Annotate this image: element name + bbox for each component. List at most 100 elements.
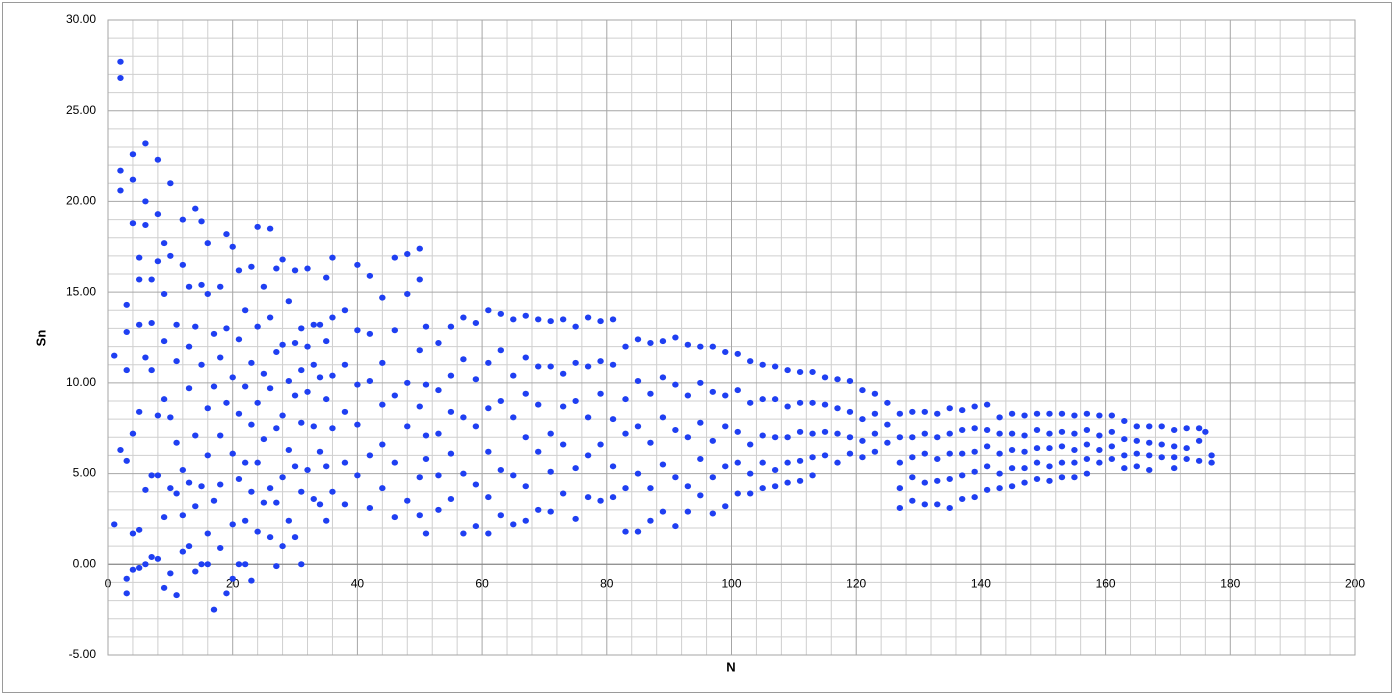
point bbox=[584, 414, 592, 421]
point bbox=[304, 466, 311, 473]
point bbox=[597, 497, 604, 504]
point bbox=[709, 437, 716, 444]
point bbox=[884, 421, 891, 428]
point bbox=[291, 267, 299, 274]
point bbox=[934, 410, 941, 417]
point bbox=[1071, 446, 1078, 453]
x-tick-label: 120 bbox=[846, 576, 866, 590]
point bbox=[291, 463, 299, 470]
point bbox=[934, 434, 941, 441]
point bbox=[796, 477, 804, 484]
y-tick-label: 5.00 bbox=[73, 466, 97, 480]
point bbox=[958, 450, 966, 457]
point bbox=[323, 463, 330, 470]
point bbox=[609, 361, 617, 368]
point bbox=[547, 430, 554, 437]
point bbox=[896, 434, 904, 441]
point bbox=[559, 316, 567, 323]
point bbox=[298, 325, 305, 332]
point bbox=[167, 485, 174, 492]
point bbox=[1183, 456, 1190, 463]
point bbox=[198, 483, 205, 490]
point bbox=[241, 383, 249, 390]
point bbox=[709, 474, 716, 481]
point bbox=[185, 479, 193, 486]
point bbox=[329, 425, 336, 432]
point bbox=[379, 441, 386, 448]
point bbox=[535, 448, 542, 455]
point bbox=[142, 486, 149, 493]
point bbox=[179, 512, 187, 519]
point bbox=[341, 408, 349, 415]
point bbox=[204, 240, 211, 247]
point bbox=[416, 276, 423, 283]
point bbox=[672, 381, 679, 388]
point bbox=[609, 463, 617, 470]
point bbox=[148, 276, 155, 283]
point bbox=[547, 508, 554, 515]
point bbox=[722, 503, 729, 510]
point bbox=[672, 523, 679, 530]
point bbox=[1121, 436, 1128, 443]
x-tick-label: 160 bbox=[1096, 576, 1116, 590]
point bbox=[241, 517, 249, 524]
point bbox=[129, 176, 137, 183]
point bbox=[771, 466, 779, 473]
point bbox=[422, 456, 430, 463]
point bbox=[796, 399, 804, 406]
point bbox=[659, 508, 667, 515]
point bbox=[1170, 454, 1178, 461]
point bbox=[223, 231, 230, 238]
point bbox=[173, 321, 180, 328]
point bbox=[422, 432, 430, 439]
point bbox=[934, 456, 941, 463]
point bbox=[366, 452, 374, 459]
point bbox=[1108, 443, 1116, 450]
point bbox=[535, 316, 542, 323]
point bbox=[148, 472, 155, 479]
point bbox=[1083, 410, 1091, 417]
point bbox=[547, 363, 554, 370]
point bbox=[329, 314, 336, 321]
point bbox=[167, 414, 174, 421]
point bbox=[179, 216, 187, 223]
point bbox=[179, 261, 187, 268]
point bbox=[460, 314, 467, 321]
point bbox=[522, 390, 529, 397]
point bbox=[460, 530, 467, 537]
point bbox=[759, 361, 766, 368]
x-tick-label: 40 bbox=[351, 576, 365, 590]
point bbox=[1046, 477, 1053, 484]
point bbox=[135, 564, 143, 571]
point bbox=[241, 561, 249, 568]
point bbox=[341, 361, 349, 368]
point bbox=[129, 530, 137, 537]
point bbox=[871, 430, 879, 437]
point bbox=[435, 430, 442, 437]
point bbox=[323, 517, 330, 524]
point bbox=[684, 483, 692, 490]
point bbox=[241, 307, 249, 314]
point bbox=[722, 423, 729, 430]
point bbox=[784, 479, 791, 486]
point bbox=[697, 379, 704, 386]
point bbox=[160, 514, 168, 521]
point bbox=[129, 430, 137, 437]
point bbox=[971, 468, 978, 475]
point bbox=[1170, 465, 1178, 472]
point bbox=[522, 483, 529, 490]
point bbox=[123, 301, 130, 308]
point bbox=[354, 261, 361, 268]
point bbox=[260, 283, 268, 290]
point bbox=[266, 225, 274, 232]
point bbox=[497, 310, 505, 317]
point bbox=[173, 490, 180, 497]
point bbox=[659, 338, 667, 345]
point bbox=[609, 494, 617, 501]
point bbox=[254, 399, 261, 406]
point bbox=[1133, 423, 1140, 430]
point bbox=[659, 461, 667, 468]
point bbox=[846, 408, 854, 415]
point bbox=[921, 479, 928, 486]
point bbox=[1083, 441, 1091, 448]
